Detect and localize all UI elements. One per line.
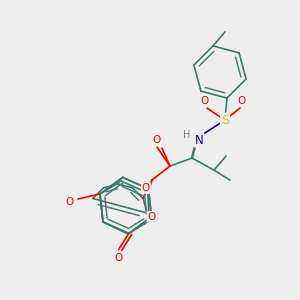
Text: O: O — [201, 96, 209, 106]
Text: O: O — [238, 96, 246, 106]
Text: N: N — [195, 134, 203, 147]
Text: O: O — [115, 254, 123, 263]
Text: O: O — [147, 212, 156, 222]
Text: H: H — [183, 130, 191, 140]
Text: O: O — [142, 183, 150, 193]
Text: O: O — [153, 135, 161, 145]
Text: O: O — [66, 197, 74, 207]
Text: S: S — [221, 114, 229, 127]
